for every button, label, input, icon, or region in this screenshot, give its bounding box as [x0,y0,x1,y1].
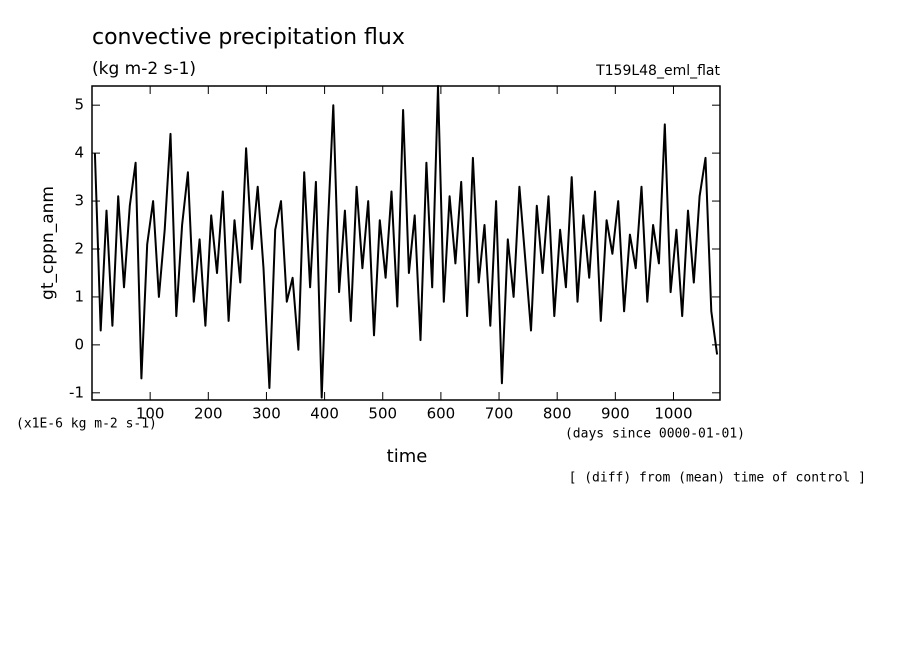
y-tick-label: 5 [74,96,84,114]
x-tick-label: 700 [485,405,514,423]
x-tick-label: 300 [252,405,281,423]
y-tick-label: 4 [74,144,84,162]
x-tick-label: 400 [310,405,339,423]
x-axis-label: time [387,446,428,467]
y-tick-label: 0 [74,335,84,353]
x-tick-label: 900 [601,405,630,423]
x-tick-label: 600 [427,405,456,423]
y-units: (x1E-6 kg m-2 s-1) [16,417,157,432]
y-tick-label: 1 [74,287,84,305]
x-tick-label: 200 [194,405,223,423]
note: [ (diff) from (mean) time of control ] [569,471,866,486]
x-tick-label: 800 [543,405,572,423]
x-tick-label: 100 [136,405,165,423]
y-tick-label: 2 [74,239,84,257]
y-tick-label: 3 [74,192,84,210]
x-tick-label: 500 [368,405,397,423]
data-line [93,85,719,399]
x-tick-label: 1000 [654,405,692,423]
chart-subtitle: (kg m-2 s-1) [92,59,196,79]
chart-title: convective precipitation flux [92,25,405,50]
plot-frame [91,85,721,401]
x-units: (days since 0000-01-01) [565,427,745,442]
experiment-label: T159L48_eml_flat [595,63,720,79]
y-axis-label: gt_cppn_anm [38,186,58,300]
y-tick-label: -1 [69,383,84,401]
